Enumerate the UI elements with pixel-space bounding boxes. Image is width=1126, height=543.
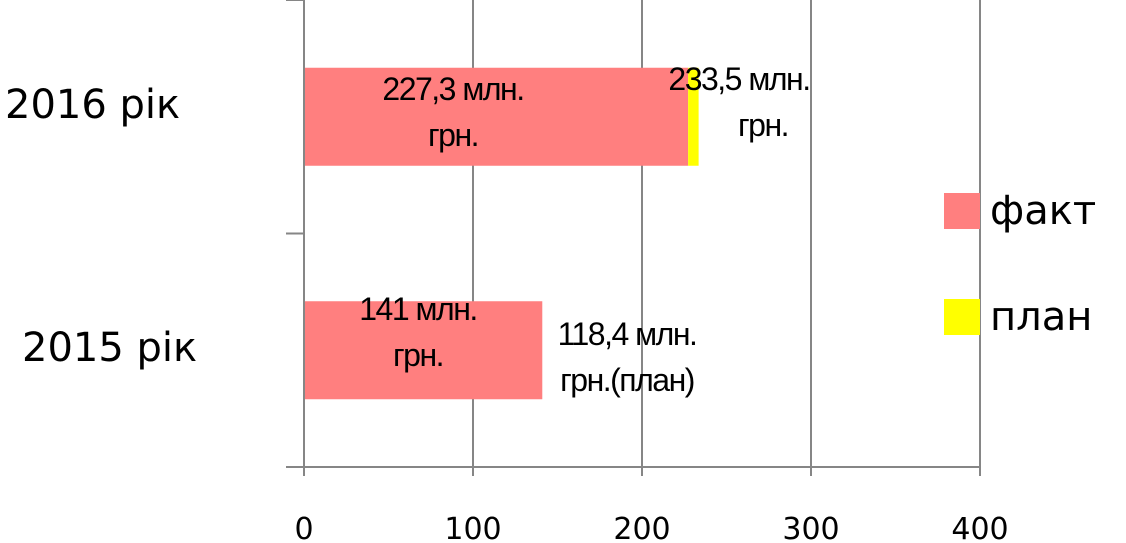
x-tick-label: 0 <box>294 512 313 543</box>
data-label-line: грн.(план) <box>560 362 695 399</box>
x-axis-tick-labels: 0 100 200 300 400 <box>294 512 1008 543</box>
bars <box>304 67 699 400</box>
legend-swatch-plan <box>944 299 980 335</box>
data-label-2015-fact: 141 млн. грн. <box>318 286 518 379</box>
data-label-2016-plan: 233,5 млн. грн. <box>636 56 842 149</box>
data-label-line: грн. <box>392 337 445 374</box>
bar-fact <box>304 67 689 166</box>
bar-fact <box>304 301 543 400</box>
category-label-2015: 2015 рік <box>22 325 198 371</box>
legend-item-fact: факт <box>944 178 1096 244</box>
data-label-2015-plan: 118,4 млн. грн.(план) <box>520 311 734 404</box>
data-label-2016-fact: 227,3 млн. грн. <box>336 66 570 159</box>
x-tick-label: 300 <box>782 512 839 543</box>
legend: факт план <box>944 178 1096 390</box>
data-label-line: 233,5 млн. <box>668 61 811 97</box>
legend-label-plan: план <box>990 294 1093 340</box>
data-label-line: 118,4 млн. <box>557 316 698 352</box>
x-tick-label: 400 <box>951 512 1008 543</box>
category-label-2016: 2016 рік <box>5 82 181 128</box>
x-tick-label: 200 <box>613 512 670 543</box>
data-label-line: 227,3 млн. <box>382 71 525 107</box>
data-label-line: грн. <box>427 117 480 154</box>
legend-item-plan: план <box>944 284 1096 350</box>
x-tick-label: 100 <box>444 512 501 543</box>
y-axis-ticks <box>286 0 304 468</box>
data-label-line: грн. <box>737 107 790 144</box>
data-label-line: 141 млн. <box>359 291 478 327</box>
legend-label-fact: факт <box>990 188 1097 234</box>
legend-swatch-fact <box>944 193 980 229</box>
bar-plan <box>688 67 699 166</box>
x-axis-ticks <box>303 467 981 476</box>
